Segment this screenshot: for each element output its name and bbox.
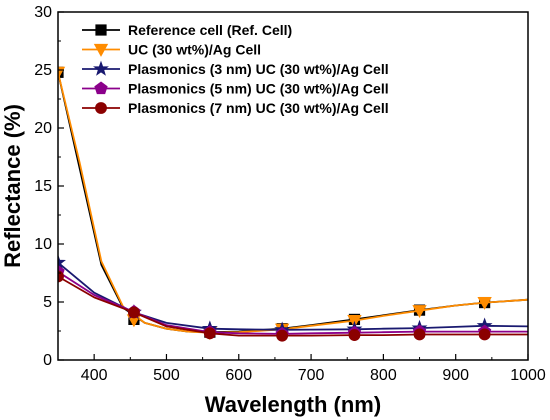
legend-marker <box>93 60 109 76</box>
y-tick-label: 5 <box>43 294 52 311</box>
y-tick-label: 30 <box>34 4 52 21</box>
legend: Reference cell (Ref. Cell) UC (30 wt%)/Ag… <box>82 22 389 116</box>
y-tick-label: 20 <box>34 120 52 137</box>
series-5 <box>58 270 528 342</box>
legend-label: Plasmonics (7 nm) UC (30 wt%)/Ag Cell <box>128 100 389 116</box>
legend-label: Plasmonics (3 nm) UC (30 wt%)/Ag Cell <box>128 61 389 77</box>
y-tick-label: 15 <box>34 178 52 195</box>
y-tick-label: 0 <box>43 352 52 369</box>
data-point <box>477 296 492 310</box>
data-point <box>348 329 361 341</box>
x-tick-label: 500 <box>153 367 180 384</box>
legend-label: Plasmonics (5 nm) UC (30 wt%)/Ag Cell <box>128 81 389 97</box>
data-point <box>203 327 216 340</box>
data-point <box>478 328 491 341</box>
legend-label: Reference cell (Ref. Cell) <box>128 22 292 38</box>
x-tick-label: 1000 <box>510 367 546 384</box>
legend-marker <box>94 81 108 95</box>
data-point <box>58 270 64 283</box>
legend-item: Plasmonics (3 nm) UC (30 wt%)/Ag Cell <box>82 60 389 77</box>
series-3 <box>58 254 528 337</box>
x-tick-label: 400 <box>81 367 108 384</box>
legend-marker <box>95 24 107 36</box>
x-tick-label: 800 <box>370 367 397 384</box>
x-axis-title: Wavelength (nm) <box>205 392 381 417</box>
legend-item: UC (30 wt%)/Ag Cell <box>82 42 261 58</box>
legend-label: UC (30 wt%)/Ag Cell <box>128 42 261 58</box>
axis-layer: 400 500 600 700 800 900 1000 0 5 10 15 20 25 30 <box>34 4 546 384</box>
y-tick-label: 10 <box>34 236 52 253</box>
data-point <box>413 328 426 341</box>
legend-marker <box>93 43 109 57</box>
y-axis-title: Reflectance (%) <box>0 104 25 268</box>
series-line <box>58 72 528 334</box>
data-point <box>412 305 427 319</box>
legend-marker <box>95 102 107 114</box>
x-tick-label: 700 <box>298 367 325 384</box>
legend-item: Plasmonics (7 nm) UC (30 wt%)/Ag Cell <box>82 100 389 116</box>
data-point <box>58 254 66 270</box>
x-tick-label: 600 <box>225 367 252 384</box>
legend-item: Plasmonics (5 nm) UC (30 wt%)/Ag Cell <box>82 81 389 97</box>
data-point <box>276 329 289 342</box>
data-point <box>127 306 140 319</box>
x-tick-label: 900 <box>442 367 469 384</box>
y-tick-label: 25 <box>34 62 52 79</box>
series-layer <box>58 66 528 342</box>
legend-item: Reference cell (Ref. Cell) <box>82 22 292 38</box>
